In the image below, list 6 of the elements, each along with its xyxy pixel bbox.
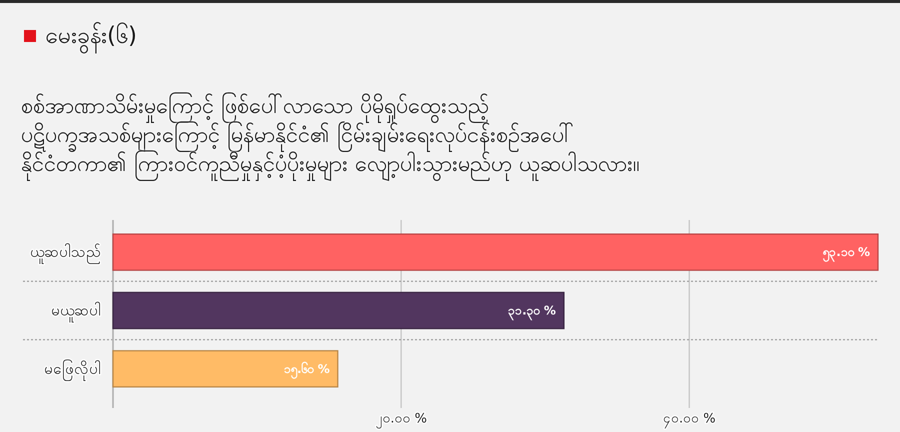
- x-tick-label: ၂၀.၀၀ %: [375, 412, 427, 426]
- title: မေးခွန်း(၆): [45, 14, 137, 58]
- category-label: ယူဆပါသည်: [30, 243, 101, 262]
- x-tick-label: ၄၀.၀၀ %: [662, 412, 716, 426]
- subtitle: စစ်အာဏာသိမ်းမှုကြောင့် ဖြစ်ပေါ်လာသော ပိုမိုရှုပ်ထွေးသည့်: [21, 90, 489, 124]
- value-label: ၅၃.၁၀ %: [823, 245, 870, 260]
